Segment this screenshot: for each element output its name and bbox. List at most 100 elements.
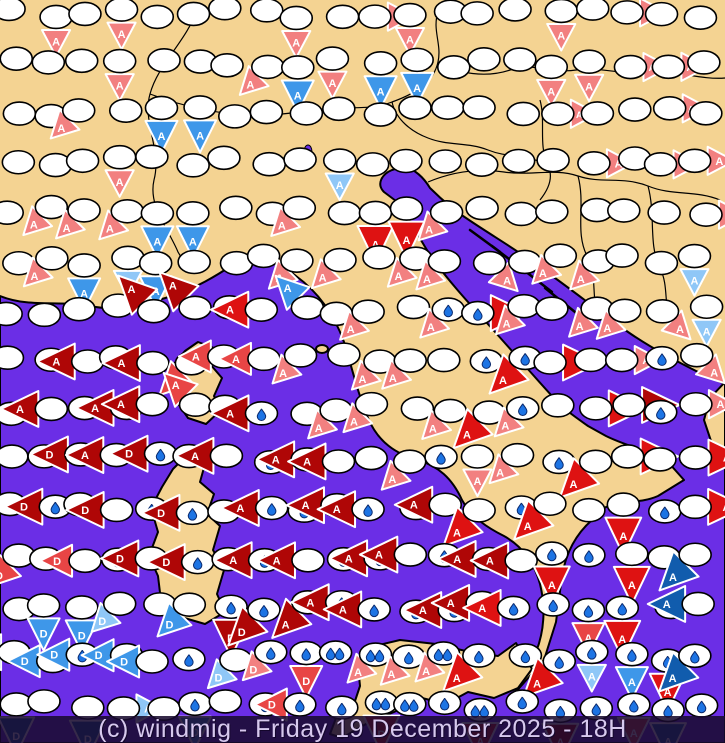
svg-text:A: A [703, 326, 711, 338]
svg-text:A: A [539, 268, 547, 280]
svg-text:A: A [294, 90, 302, 102]
svg-text:D: D [50, 650, 58, 662]
svg-text:A: A [669, 572, 677, 584]
svg-text:A: A [278, 220, 286, 232]
svg-text:A: A [229, 555, 237, 567]
svg-text:A: A [189, 236, 197, 248]
svg-text:A: A [557, 31, 565, 43]
svg-text:A: A [577, 274, 585, 286]
svg-text:A: A [169, 281, 177, 293]
svg-text:A: A [669, 673, 677, 685]
svg-text:A: A [339, 604, 347, 616]
svg-text:A: A [333, 504, 341, 516]
svg-text:A: A [585, 81, 593, 93]
svg-text:A: A [406, 35, 414, 47]
svg-text:A: A [272, 454, 280, 466]
svg-text:A: A [524, 521, 532, 533]
svg-text:A: A [246, 79, 254, 91]
svg-text:A: A [717, 399, 725, 411]
svg-text:A: A [664, 687, 672, 699]
svg-text:A: A [196, 130, 204, 142]
svg-text:A: A [501, 421, 509, 433]
svg-text:D: D [268, 700, 276, 712]
svg-text:A: A [106, 224, 114, 236]
svg-text:A: A [172, 380, 180, 392]
svg-text:D: D [120, 656, 128, 668]
svg-text:A: A [118, 29, 126, 41]
svg-text:A: A [478, 603, 486, 615]
svg-text:D: D [98, 616, 106, 628]
svg-text:A: A [548, 580, 556, 592]
svg-text:D: D [40, 628, 48, 640]
svg-text:A: A [118, 358, 126, 370]
svg-text:A: A [427, 322, 435, 334]
svg-text:A: A [429, 423, 437, 435]
svg-text:D: D [81, 505, 89, 517]
svg-text:D: D [53, 556, 61, 568]
svg-text:D: D [162, 557, 170, 569]
svg-text:A: A [410, 500, 418, 512]
svg-text:A: A [584, 633, 592, 645]
svg-text:A: A [453, 673, 461, 685]
svg-text:A: A [533, 678, 541, 690]
svg-text:A: A [676, 324, 684, 336]
svg-text:A: A [319, 273, 327, 285]
svg-text:A: A [91, 403, 99, 415]
svg-text:D: D [214, 673, 222, 685]
svg-text:A: A [723, 453, 725, 465]
svg-text:D: D [157, 508, 165, 520]
svg-text:A: A [226, 408, 234, 420]
svg-text:A: A [569, 479, 577, 491]
svg-text:A: A [236, 503, 244, 515]
svg-text:A: A [453, 528, 461, 540]
svg-text:A: A [375, 550, 383, 562]
svg-text:A: A [576, 321, 584, 333]
svg-text:A: A [128, 284, 136, 296]
svg-text:A: A [588, 672, 596, 684]
svg-text:A: A [690, 276, 698, 288]
svg-text:A: A [503, 319, 511, 331]
svg-text:A: A [628, 580, 636, 592]
svg-text:A: A [359, 374, 367, 386]
svg-text:A: A [496, 468, 504, 480]
svg-text:A: A [615, 158, 623, 170]
svg-text:D: D [20, 502, 28, 514]
caption-bar: (c) windmig - Friday 19 December 2025 - … [0, 715, 725, 743]
svg-text:A: A [394, 271, 402, 283]
svg-text:A: A [273, 555, 281, 567]
svg-text:A: A [232, 354, 240, 366]
svg-text:D: D [249, 665, 257, 677]
svg-text:A: A [723, 502, 725, 514]
svg-text:A: A [453, 554, 461, 566]
svg-text:A: A [419, 605, 427, 617]
svg-text:A: A [345, 553, 353, 565]
svg-text:A: A [618, 634, 626, 646]
svg-text:D: D [21, 656, 29, 668]
svg-text:A: A [486, 556, 494, 568]
svg-text:D: D [116, 553, 124, 565]
svg-text:A: A [603, 323, 611, 335]
svg-text:A: A [16, 404, 24, 416]
svg-text:A: A [153, 236, 161, 248]
svg-text:A: A [619, 531, 627, 543]
svg-text:A: A [292, 38, 300, 50]
svg-text:A: A [413, 83, 421, 95]
svg-text:A: A [447, 598, 455, 610]
svg-text:A: A [303, 456, 311, 468]
svg-text:A: A [306, 597, 314, 609]
svg-text:A: A [328, 78, 336, 90]
svg-text:A: A [425, 225, 433, 237]
svg-text:A: A [663, 599, 671, 611]
svg-text:A: A [336, 180, 344, 192]
svg-text:D: D [78, 630, 86, 642]
svg-text:A: A [387, 669, 395, 681]
svg-text:D: D [125, 449, 133, 461]
svg-text:A: A [315, 423, 323, 435]
island-elba [315, 344, 329, 354]
svg-text:A: A [628, 677, 636, 689]
svg-text:A: A [284, 283, 292, 295]
svg-text:A: A [710, 368, 718, 380]
svg-text:A: A [503, 276, 511, 288]
svg-text:A: A [63, 223, 71, 235]
